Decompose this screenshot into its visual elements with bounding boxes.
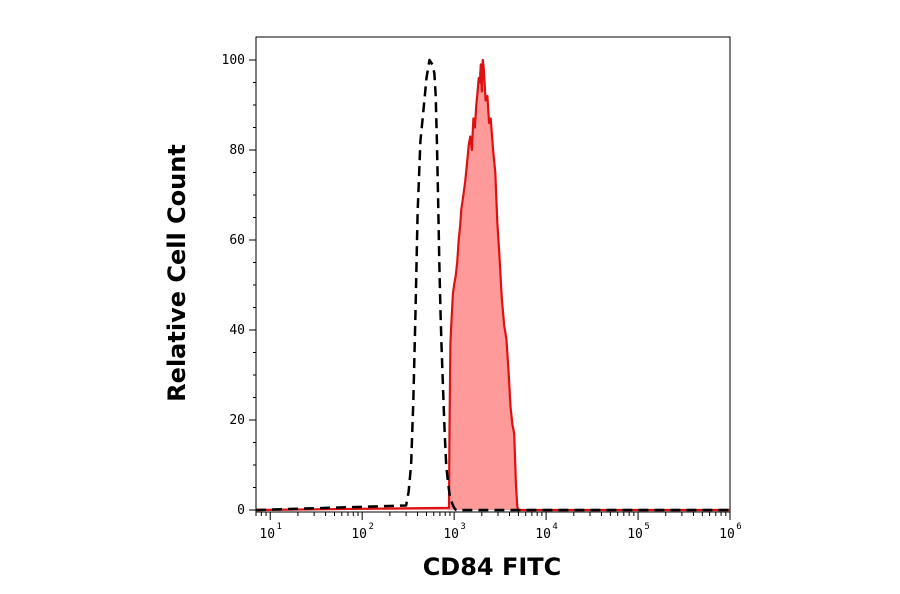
y-tick-label: 100 xyxy=(222,53,245,68)
x-tick-exponent: 6 xyxy=(736,522,741,532)
x-axis-title: CD84 FITC xyxy=(423,553,562,581)
x-tick-label: 10 xyxy=(719,527,735,542)
plot-area xyxy=(255,36,731,513)
y-tick-label: 0 xyxy=(237,503,245,518)
x-tick-label: 10 xyxy=(535,527,551,542)
control-histogram-line xyxy=(255,58,730,512)
y-tick-label: 20 xyxy=(229,413,245,428)
x-tick-label: 10 xyxy=(443,527,459,542)
y-tick-label: 60 xyxy=(229,233,245,248)
y-tick-label: 80 xyxy=(229,143,245,158)
x-tick-exponent: 1 xyxy=(277,522,282,532)
x-axis: 10 1 10 2 10 3 10 4 10 5 10 6 xyxy=(255,512,742,542)
x-tick-exponent: 3 xyxy=(460,522,465,532)
stained-histogram-line xyxy=(255,58,730,512)
plot-frame xyxy=(255,36,731,513)
y-tick-label: 40 xyxy=(229,323,245,338)
x-tick-exponent: 5 xyxy=(644,522,649,532)
x-tick-exponent: 2 xyxy=(368,522,373,532)
y-axis-title: Relative Cell Count xyxy=(163,144,191,402)
x-tick-label: 10 xyxy=(259,527,275,542)
series-layer xyxy=(255,58,730,512)
x-tick-exponent: 4 xyxy=(552,522,557,532)
x-tick-label: 10 xyxy=(351,527,367,542)
stained-histogram-fill xyxy=(256,60,730,510)
y-axis: 0 20 40 60 80 100 xyxy=(222,53,256,518)
x-tick-label: 10 xyxy=(627,527,643,542)
